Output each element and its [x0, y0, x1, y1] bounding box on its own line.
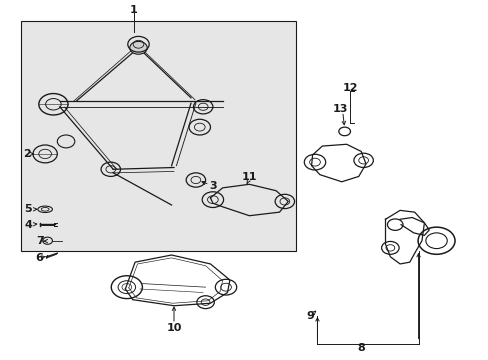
Text: 4: 4	[24, 220, 32, 230]
Text: 1: 1	[129, 5, 137, 15]
Text: 2: 2	[23, 149, 30, 159]
Text: 9: 9	[305, 311, 313, 321]
Text: 3: 3	[209, 181, 216, 191]
Text: 13: 13	[332, 104, 348, 113]
Text: 7: 7	[36, 237, 44, 247]
Text: 6: 6	[35, 253, 43, 263]
Text: 5: 5	[24, 204, 32, 214]
Text: 10: 10	[166, 323, 182, 333]
Text: 11: 11	[241, 172, 257, 182]
FancyBboxPatch shape	[21, 21, 295, 251]
Text: 12: 12	[342, 83, 358, 93]
Text: 8: 8	[357, 343, 365, 353]
Circle shape	[129, 41, 147, 54]
